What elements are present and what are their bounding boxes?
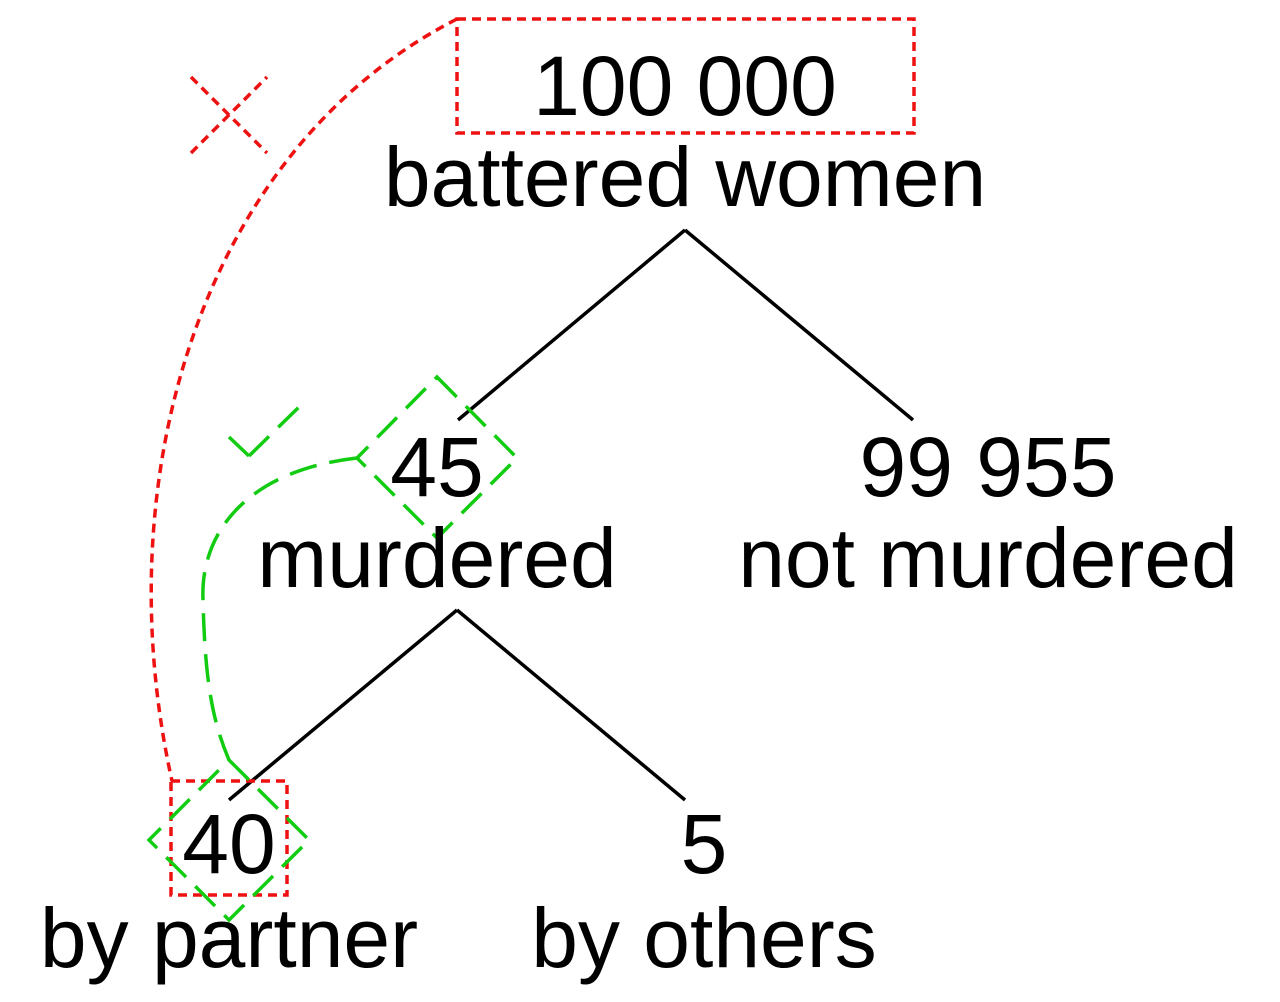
edge-murdered-to-by-others [455,608,687,802]
by-partner-number: 40 [182,797,275,891]
murdered-number-highlight-diamond [354,374,520,541]
murdered-number: 45 [390,420,483,514]
check-mark-icon [227,404,302,458]
by-partner-number-highlight-box [169,779,289,897]
by-others-caption: by others [531,891,877,985]
by-others-number: 5 [681,797,728,891]
edge-root-to-not-murdered [683,228,915,422]
murdered-caption: murdered [257,511,617,605]
edge-murdered-to-by-partner [227,608,459,802]
right-comparison-curve [201,456,358,761]
root-number-highlight-box [455,17,916,135]
wrong-comparison-arc [149,17,458,782]
by-partner-caption: by partner [40,891,418,985]
not-murdered-number: 99 955 [860,420,1117,514]
root-caption: battered women [384,130,986,224]
cross-mark-icon [189,75,269,155]
not-murdered-caption: not murdered [738,511,1238,605]
by-partner-number-highlight-diamond [146,757,312,923]
edge-root-to-murdered [456,228,687,422]
root-number: 100 000 [533,39,837,133]
